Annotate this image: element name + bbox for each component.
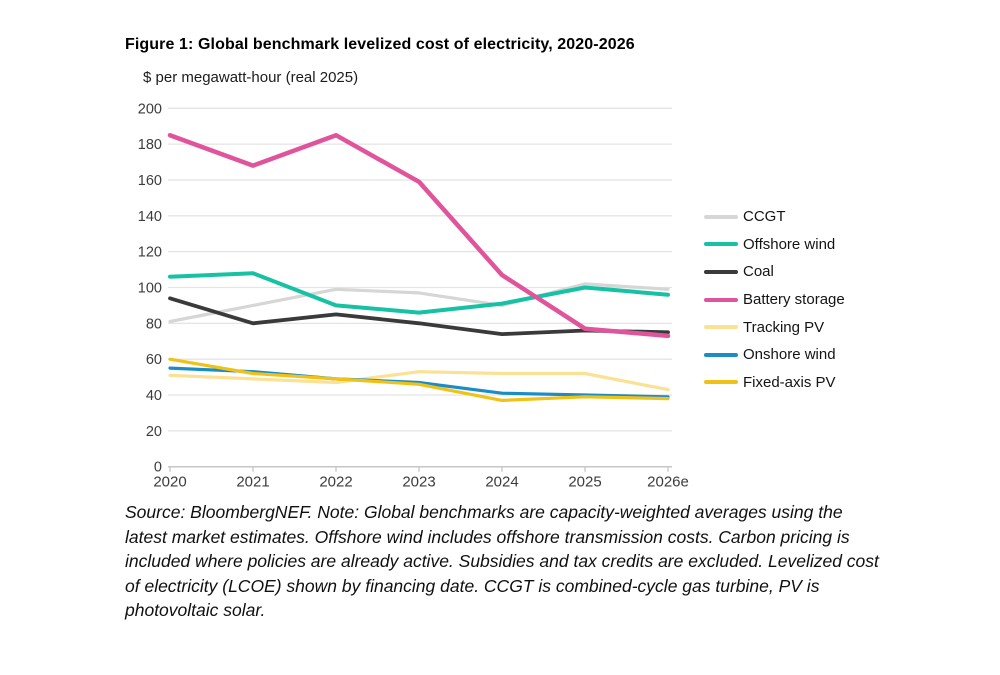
legend-item-tracking-pv: Tracking PV <box>704 313 845 341</box>
y-tick-label: 80 <box>146 316 162 332</box>
legend-swatch-coal <box>704 269 738 274</box>
source-note-line: Source: BloombergNEF. Note: Global bench… <box>125 502 843 522</box>
series-line-offshore-wind <box>168 271 670 315</box>
legend-swatch-offshore-wind <box>704 242 738 247</box>
legend-swatch-onshore-wind <box>704 352 738 357</box>
legend-label-battery-storage: Battery storage <box>743 291 845 309</box>
source-note-line: latest market estimates. Offshore wind i… <box>125 526 850 547</box>
legend-label-fixed-axis-pv: Fixed-axis PV <box>743 373 836 391</box>
chart-legend: CCGT Offshore wind Coal Battery storage Trac… <box>704 203 845 396</box>
unit-label: $ per megawatt-hour (real 2025) <box>143 69 359 86</box>
x-tick-label: 2026e <box>647 474 689 491</box>
x-tick-label: 2025 <box>568 474 601 491</box>
y-tick-label: 180 <box>138 137 162 153</box>
y-tick-label: 40 <box>146 388 162 404</box>
y-tick-label: 140 <box>138 209 162 225</box>
legend-label-tracking-pv: Tracking PV <box>743 318 825 336</box>
x-tick-label: 2022 <box>319 474 352 491</box>
figure-title: Figure 1: Global benchmark levelized cos… <box>125 36 635 53</box>
series-line-tracking-pv <box>168 370 670 392</box>
source-note-line: photovoltaic solar. <box>125 600 266 621</box>
legend-label-onshore-wind: Onshore wind <box>743 346 836 364</box>
series-line-ccgt <box>168 282 670 324</box>
y-tick-label: 20 <box>146 424 162 440</box>
x-tick-label: 2020 <box>153 474 186 491</box>
legend-item-onshore-wind: Onshore wind <box>704 341 845 369</box>
legend-item-battery-storage: Battery storage <box>704 286 845 314</box>
legend-swatch-fixed-axis-pv <box>704 380 738 385</box>
legend-label-ccgt: CCGT <box>743 208 786 226</box>
legend-item-offshore-wind: Offshore wind <box>704 231 845 259</box>
series-line-onshore-wind <box>168 366 670 399</box>
legend-swatch-ccgt <box>704 214 738 219</box>
x-tick-label: 2021 <box>236 474 269 491</box>
legend-item-fixed-axis-pv: Fixed-axis PV <box>704 369 845 397</box>
y-tick-label: 120 <box>138 245 162 261</box>
y-tick-label: 160 <box>138 173 162 189</box>
y-tick-label: 0 <box>154 460 162 476</box>
x-tick-label: 2023 <box>402 474 435 491</box>
legend-item-coal: Coal <box>704 258 845 286</box>
legend-item-ccgt: CCGT <box>704 203 845 231</box>
series-line-battery-storage <box>167 132 671 339</box>
lcoe-line-chart: 0 20 40 60 80 100 120 140 160 180 200 2020 2021 2022 2… <box>138 101 689 491</box>
legend-label-coal: Coal <box>743 263 774 281</box>
legend-label-offshore-wind: Offshore wind <box>743 235 836 253</box>
y-tick-label: 60 <box>146 352 162 368</box>
y-tick-label: 200 <box>138 101 162 117</box>
x-tick-label: 2024 <box>485 474 518 491</box>
series-line-fixed-axis-pv <box>168 357 670 402</box>
source-note-line: of electricity (LCOE) shown by financing… <box>125 575 820 596</box>
source-note-line: included where policies are already acti… <box>125 551 879 572</box>
source-note: Source: BloombergNEF. Note: Global bench… <box>125 500 925 623</box>
legend-swatch-battery-storage <box>704 297 738 302</box>
y-tick-label: 100 <box>138 281 162 297</box>
legend-swatch-tracking-pv <box>704 325 738 330</box>
